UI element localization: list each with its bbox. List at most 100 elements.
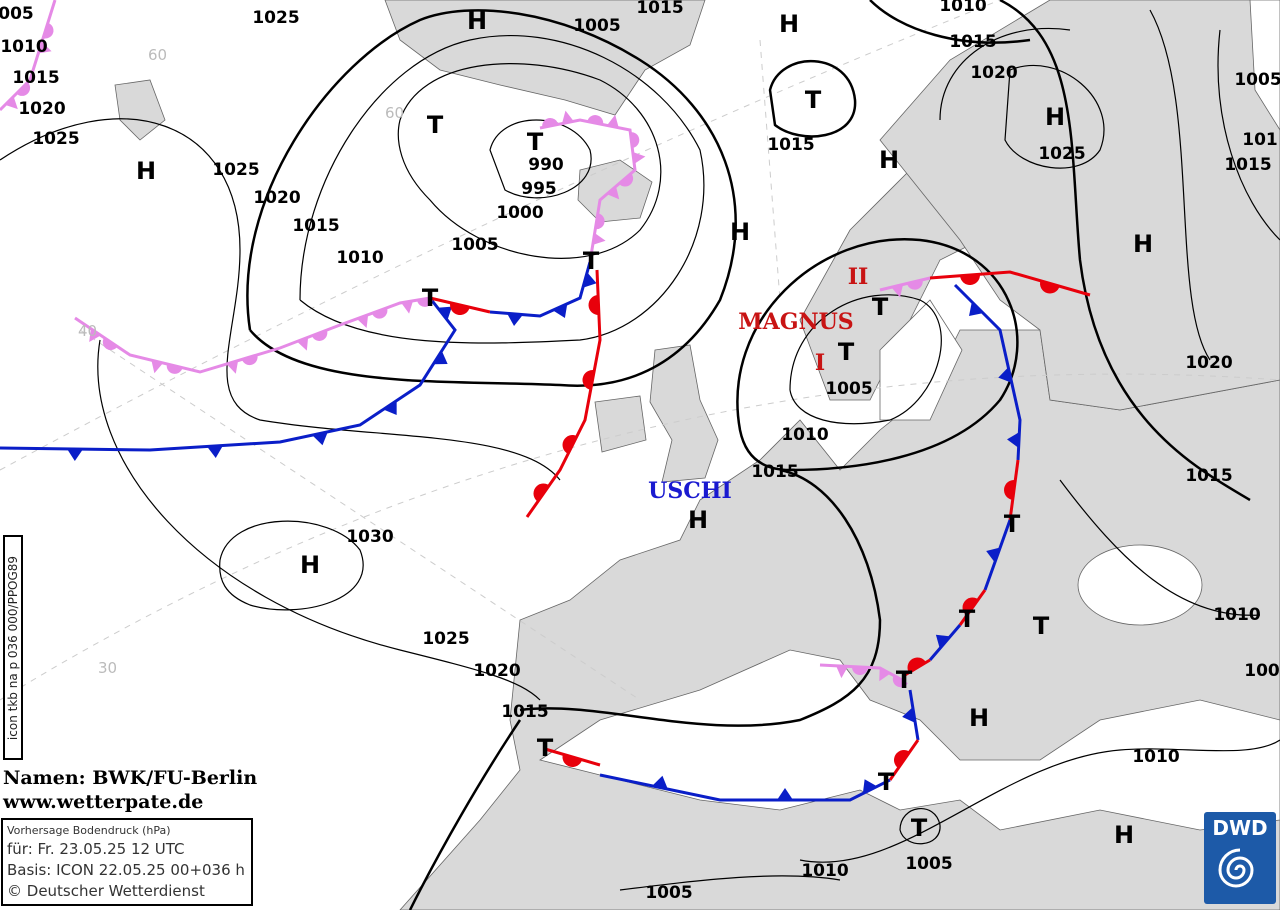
occluded-front [879,276,931,292]
system-name-uschi: USCHI [648,478,732,504]
low-pressure-center: T [537,734,554,762]
low-pressure-center: T [959,605,976,633]
occluded-front-symbol [151,360,183,374]
warm-front-symbol [1040,280,1060,294]
northeast-europe [879,0,1280,411]
occluded-front-symbol [879,667,908,688]
cold-front-symbol [433,350,448,365]
low-pressure-center: T [896,666,913,694]
isobar [519,468,882,727]
cold-front-symbol [383,400,397,415]
isobar [899,808,941,845]
isobar [789,294,942,425]
high-pressure-center: H [730,218,750,246]
high-pressure-center: H [688,506,708,534]
isobar-label: 1025 [252,8,299,28]
occluded-front-symbol [401,297,433,314]
isobar-label: 1020 [970,63,1017,83]
cold-front-symbol [652,775,668,790]
isobar [246,9,737,387]
isobar-label: 1015 [1224,155,1271,175]
isobar-label: 1010 [1213,605,1260,625]
isobar [1059,479,1261,616]
isobar-label: 1010 [801,861,848,881]
isobar-label: 1005 [1234,70,1280,90]
isobar-label: 1015 [751,462,798,482]
dwd-logo: DWD [1204,812,1276,904]
isobar-label: 995 [521,179,557,199]
isobar-label: 1010 [939,0,986,16]
warm-front-symbol [588,295,599,315]
occluded-front-symbol [606,173,634,200]
warm-front-symbol [582,370,595,390]
isobar [0,118,561,481]
occluded-front [539,118,637,263]
isobar-label: 1005 [645,883,692,903]
low-pressure-center: T [872,293,889,321]
low-pressure-center: T [838,338,855,366]
legend-copyright: © Deutscher Wetterdienst [7,882,205,900]
isobar-label: 1015 [12,68,59,88]
product-code-box: icon tkb na p 036 000/PPOG89 [3,535,23,760]
warm-front-symbol [533,483,550,502]
isobar [939,27,1071,121]
warm-front-symbol [450,302,470,315]
isobar-label: 1020 [473,661,520,681]
occluded-front-symbol [542,110,574,128]
latitude-label: 60 [148,46,167,64]
legend-box: Vorhersage Bodendruck (hPa) für: Fr. 23.… [1,818,253,906]
isobar-label: 1005 [451,235,498,255]
isobar [219,520,364,611]
isobar-label: 1025 [32,129,79,149]
isobar-label: 1005 [573,16,620,36]
isobar [736,237,1019,472]
isobar-label: 1015 [1185,466,1232,486]
great-britain [649,344,719,483]
high-pressure-center: H [300,551,320,579]
dwd-logo-text: DWD [1212,816,1268,840]
low-pressure-center: T [878,768,895,796]
fronts [0,0,1091,802]
legend-basis: Basis: ICON 22.05.25 00+036 h [7,861,245,879]
greenland [384,0,706,116]
high-pressure-center: H [879,146,899,174]
isobar-label: 1030 [346,527,393,547]
warm-front [929,270,1091,297]
warm-front-symbol [562,754,583,767]
names-credit: Namen: BWK/FU-Berlin [3,767,258,789]
isobar-label: 1025 [1038,144,1085,164]
isobar-label: 990 [528,155,564,175]
isobar [1217,29,1280,241]
caspian-sea [1249,0,1280,131]
isobar [1149,9,1211,361]
website-link[interactable]: www.wetterpate.de [3,791,204,813]
occluded-front-symbol [38,22,54,54]
swirl-icon [1218,848,1254,888]
cold-front-symbol [582,272,597,288]
occluded-front-symbol [587,114,619,128]
cold-front-symbol [67,448,83,461]
isobar-label: 1010 [781,425,828,445]
isobar-label: 1020 [253,188,300,208]
isobar-label: 1010 [0,37,47,57]
occluded-front-symbol [630,132,646,164]
isobar [799,739,1280,863]
latitude-label: 60 [385,104,404,122]
warm-front [544,747,601,767]
isobar [97,339,541,701]
occluded-front-symbol [89,328,118,351]
high-pressure-center: H [779,10,799,38]
isobar-label: 101 [1242,130,1278,150]
cold-front-symbol [777,788,793,800]
isobar-label: 1025 [212,160,259,180]
isobar-label: 1020 [1185,353,1232,373]
isobar-label: 1015 [636,0,683,18]
cold-front-symbol [935,634,951,649]
high-pressure-center: H [1114,821,1134,849]
low-pressure-center: T [1033,612,1050,640]
greenland-west [114,79,166,141]
